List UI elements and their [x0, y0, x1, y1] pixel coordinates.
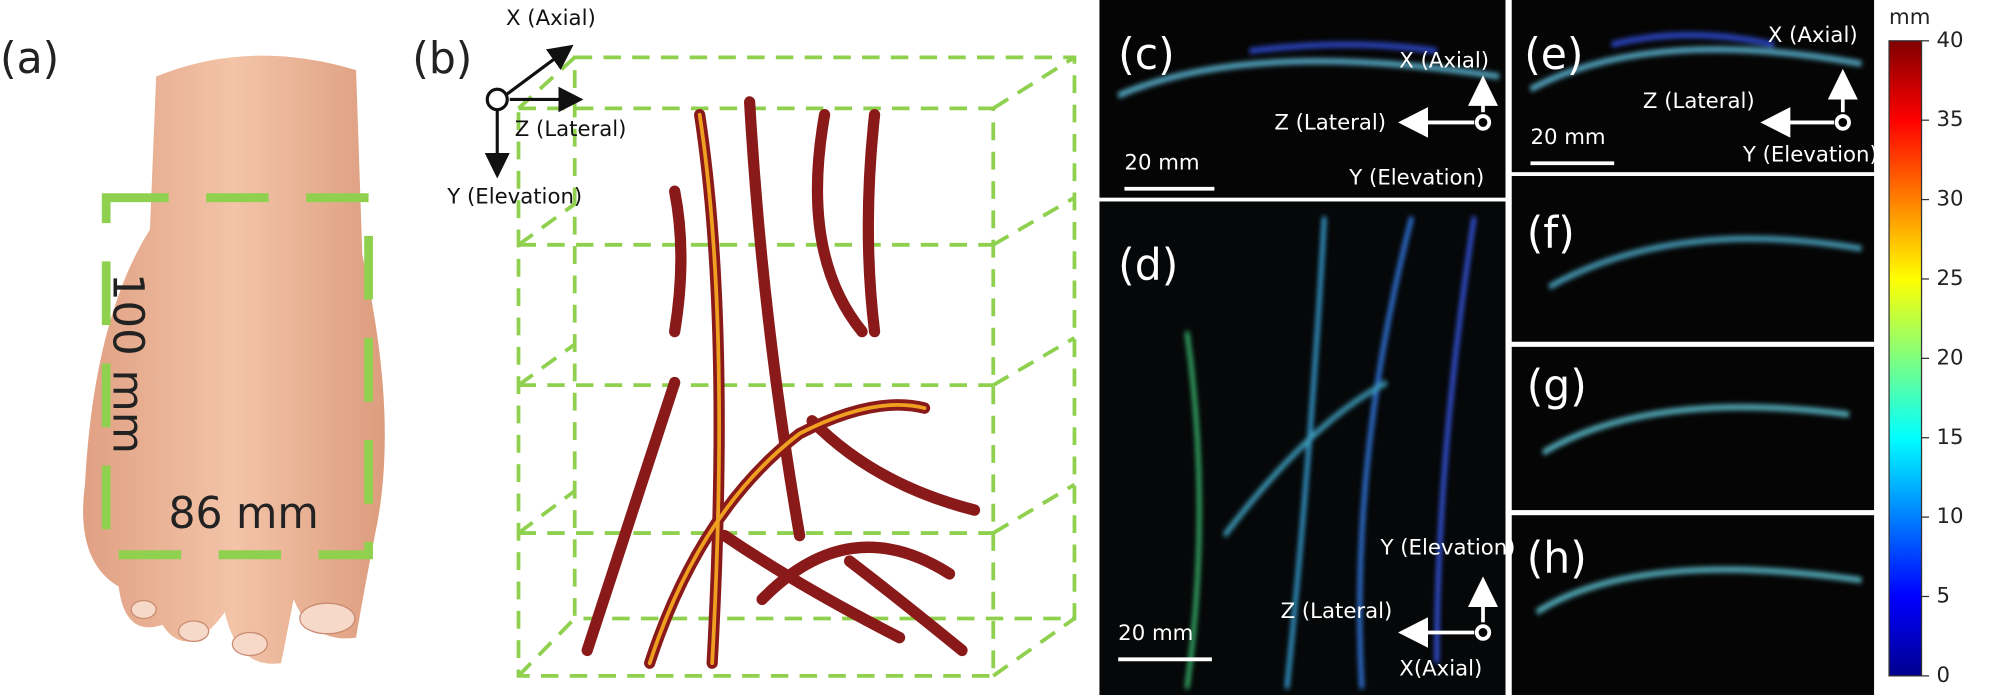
- axis-label: X (Axial): [1768, 23, 1858, 48]
- colorbar: mm 0 5 10 15 20 25 30 35 40: [1888, 5, 1964, 688]
- colorbar-tick-label: 30: [1937, 186, 1964, 211]
- axis-label: Y (Elevation): [1348, 165, 1484, 190]
- colorbar-unit: mm: [1889, 5, 1930, 30]
- vessels: [581, 96, 981, 669]
- panel-label: (g): [1527, 361, 1587, 412]
- axis-label: Y (Elevation): [1380, 535, 1516, 560]
- colorbar-tick-label: 0: [1937, 663, 1951, 688]
- width-label: 86 mm: [168, 489, 318, 540]
- panel-label: (e): [1524, 30, 1583, 81]
- colorbar-tick-label: 35: [1937, 107, 1964, 132]
- panel-label: (f): [1527, 208, 1575, 259]
- panels-cdefgh: (c) X (Axial) Z (Lateral) Y (Elevation) …: [1099, 0, 1878, 695]
- axis-label: Z (Lateral): [515, 117, 627, 142]
- colorbar-tick-label: 20: [1937, 345, 1964, 370]
- panel-label: (d): [1118, 240, 1178, 291]
- panel-label: (c): [1118, 30, 1174, 81]
- foot: [83, 55, 385, 664]
- height-label: 100 mm: [103, 273, 152, 454]
- scan-region: [101, 193, 373, 560]
- scale-label: 20 mm: [1530, 125, 1605, 150]
- axis-label: Z (Lateral): [1274, 111, 1386, 136]
- panel-label: (b): [412, 33, 472, 84]
- colorbar-scale: [1888, 40, 1923, 677]
- panel-b: (b) X (Axial) Z (Lateral) Y (Elevation): [412, 6, 1077, 678]
- colorbar-tick-label: 25: [1937, 266, 1964, 291]
- colorbar-tick-label: 10: [1937, 504, 1964, 529]
- axis-label: Y (Elevation): [1742, 142, 1878, 167]
- panel-a: (a) 100 mm 86 mm: [0, 33, 385, 664]
- panel-label: (a): [0, 33, 59, 84]
- scale-label: 20 mm: [1118, 621, 1193, 646]
- panel-label: (h): [1527, 533, 1587, 584]
- scale-label: 20 mm: [1124, 150, 1199, 175]
- axis-label: Z (Lateral): [1281, 599, 1393, 624]
- axis-label: Y (Elevation): [446, 185, 582, 210]
- colorbar-tick-label: 40: [1937, 28, 1964, 53]
- axis-label: X (Axial): [506, 6, 596, 31]
- axis-label: X (Axial): [1399, 48, 1489, 73]
- colorbar-tick-label: 5: [1937, 583, 1951, 608]
- axis-label: X(Axial): [1399, 656, 1482, 681]
- axis-label: Z (Lateral): [1643, 89, 1755, 114]
- colorbar-tick-label: 15: [1937, 425, 1964, 450]
